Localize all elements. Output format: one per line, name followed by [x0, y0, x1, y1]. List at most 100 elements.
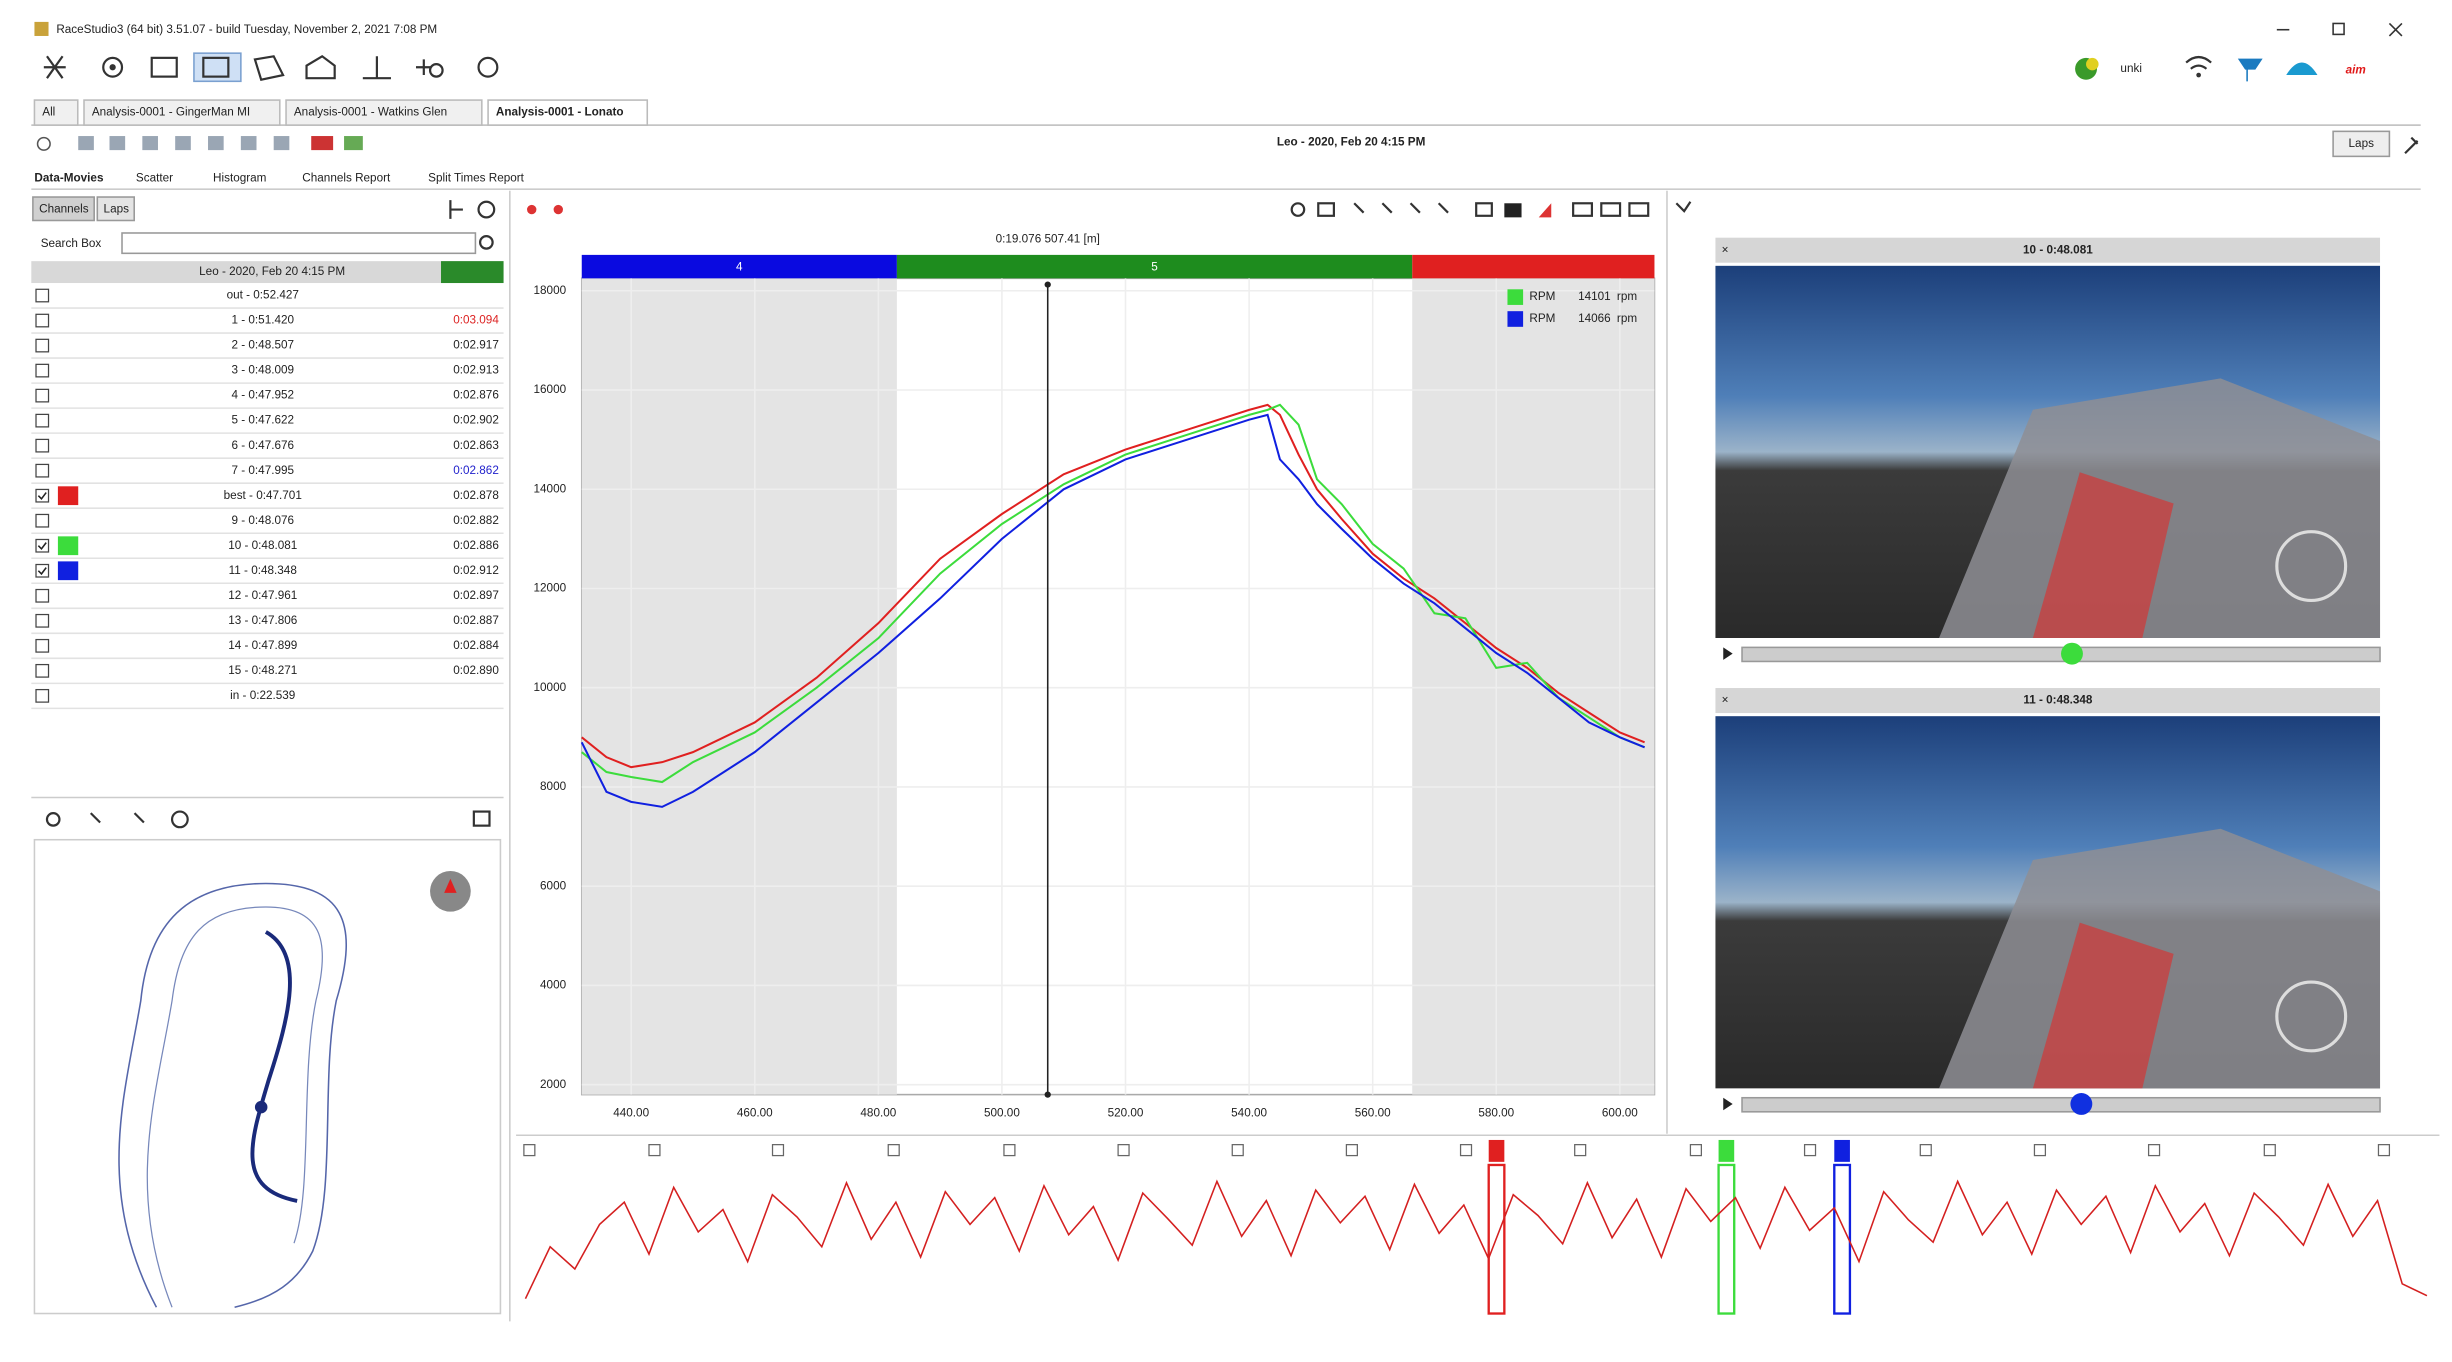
lap-name: 13 - 0:47.806: [228, 614, 297, 627]
cursor-handle[interactable]: [1044, 1091, 1051, 1098]
app-icon: [34, 21, 49, 36]
panel-split[interactable]: [449, 200, 463, 219]
lap-name: 4 - 0:47.952: [231, 389, 294, 402]
view-tab[interactable]: Data-Movies: [34, 171, 104, 184]
row-checkbox[interactable]: [35, 638, 50, 653]
view-tab[interactable]: Split Times Report: [428, 171, 524, 184]
legend-value: 14066: [1578, 312, 1611, 325]
row-checkbox[interactable]: [35, 488, 50, 503]
cursor-label: 0:19.076 507.41 [m]: [996, 232, 1100, 245]
lap-time: 0:02.913: [453, 364, 499, 377]
tab-label[interactable]: Analysis-0001 - GingerMan MI: [92, 106, 250, 119]
row-checkbox[interactable]: [35, 613, 50, 628]
tab-label[interactable]: Analysis-0001 - Lonato: [496, 106, 624, 119]
lap-name: 1 - 0:51.420: [231, 314, 294, 327]
lap-table-title: Leo - 2020, Feb 20 4:15 PM: [199, 265, 345, 278]
x-tick-label: 440.00: [613, 1106, 649, 1119]
view-tab[interactable]: Histogram: [213, 171, 266, 184]
lap-time: 0:02.902: [453, 414, 499, 427]
x-tick-label: 580.00: [1478, 1106, 1514, 1119]
row-checkbox[interactable]: [35, 388, 50, 403]
row-checkbox[interactable]: [35, 688, 50, 703]
status-icons[interactable]: [2075, 55, 2318, 82]
laps-button-label[interactable]: Laps: [2349, 137, 2375, 150]
segment-label: 4: [736, 260, 743, 273]
video-close[interactable]: ×: [1722, 243, 1729, 256]
chart-toolbar[interactable]: [527, 201, 1692, 218]
lap-name: 9 - 0:48.076: [231, 514, 294, 527]
tab[interactable]: [487, 99, 649, 126]
video-header: [1715, 688, 2381, 714]
legend-unit: rpm: [1617, 312, 1637, 325]
video-close[interactable]: ×: [1722, 694, 1729, 707]
legend-name: RPM: [1529, 312, 1555, 325]
sub-toolbar[interactable]: [36, 136, 363, 151]
segment-bar[interactable]: [581, 254, 897, 279]
row-checkbox[interactable]: [35, 413, 50, 428]
panel-tab[interactable]: [32, 196, 95, 222]
panel-tab-label[interactable]: Channels: [39, 203, 89, 216]
lap-name: best - 0:47.701: [224, 489, 302, 502]
cursor-handle[interactable]: [1044, 281, 1051, 288]
tab[interactable]: [83, 99, 281, 126]
row-checkbox[interactable]: [35, 563, 50, 578]
view-tab[interactable]: Scatter: [136, 171, 173, 184]
overview-strip: [523, 1139, 2428, 1315]
row-checkbox[interactable]: [35, 463, 50, 478]
row-checkbox[interactable]: [35, 288, 50, 303]
search-box[interactable]: [121, 232, 477, 255]
tab[interactable]: [33, 99, 79, 126]
laps-button[interactable]: [2332, 130, 2391, 158]
row-checkbox[interactable]: [35, 663, 50, 678]
lap-name: 2 - 0:48.507: [231, 339, 294, 352]
video-header: [1715, 237, 2381, 263]
row-checkbox[interactable]: [35, 513, 50, 528]
row-checkbox[interactable]: [35, 588, 50, 603]
rpm-chart: 4 5 2000 4000 6000 8000 10000 12000 14000 16000 18…: [534, 232, 1656, 1119]
lap-time: 0:02.878: [453, 489, 499, 502]
row-checkbox[interactable]: [35, 338, 50, 353]
settings-icon[interactable]: [2404, 136, 2419, 155]
row-check: [37, 542, 47, 551]
track-segment: [250, 930, 298, 1203]
map-toolbar[interactable]: [45, 810, 491, 829]
lap-name: 10 - 0:48.081: [228, 539, 297, 552]
segment-bar[interactable]: [1412, 254, 1655, 279]
legend-name: RPM: [1529, 290, 1555, 303]
play-button[interactable]: [1723, 647, 1733, 660]
rpm-line: [580, 413, 1645, 808]
panel-tab-label[interactable]: Laps: [104, 203, 130, 216]
y-tick-label: 14000: [534, 482, 567, 495]
segment-shade: [1412, 278, 1655, 1095]
view-tabs: Data-Movies Scatter Histogram Channels Repo…: [34, 171, 524, 184]
y-tick-label: 12000: [534, 582, 567, 595]
segment-bar[interactable]: [896, 254, 1413, 279]
lap-time: 0:02.876: [453, 389, 499, 402]
y-tick-label: 2000: [540, 1078, 567, 1091]
panel-settings[interactable]: [477, 200, 496, 219]
video-slider[interactable]: [1741, 1096, 2381, 1113]
row-checkbox[interactable]: [35, 538, 50, 553]
search-icon[interactable]: [479, 235, 494, 250]
tab-label[interactable]: All: [42, 106, 55, 119]
row-checkbox[interactable]: [35, 438, 50, 453]
row-checkbox[interactable]: [35, 363, 50, 378]
video-knob[interactable]: [2061, 642, 2083, 665]
play-button[interactable]: [1723, 1097, 1733, 1111]
tab-label[interactable]: Analysis-0001 - Watkins Glen: [294, 106, 447, 119]
video-slider[interactable]: [1741, 646, 2381, 663]
tab[interactable]: [285, 99, 483, 126]
lap-time: 0:02.897: [453, 589, 499, 602]
x-tick-label: 600.00: [1602, 1106, 1638, 1119]
row-color: [57, 486, 79, 506]
video-title: 10 - 0:48.081: [2023, 243, 2093, 256]
video-knob[interactable]: [2070, 1093, 2093, 1115]
video-panels: × 10 - 0:48.081 × 11 - 0:48.348: [1715, 237, 2381, 1115]
view-tab[interactable]: Channels Report: [302, 171, 391, 184]
lap-markers[interactable]: [523, 1144, 2391, 1157]
window-controls[interactable]: [2276, 22, 2403, 37]
panel-tab[interactable]: [96, 196, 135, 222]
row-checkbox[interactable]: [35, 313, 50, 328]
x-tick-label: 520.00: [1108, 1106, 1144, 1119]
toolbar[interactable]: [43, 52, 499, 83]
